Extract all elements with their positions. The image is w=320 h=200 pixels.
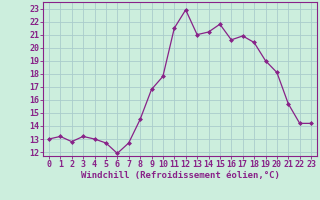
X-axis label: Windchill (Refroidissement éolien,°C): Windchill (Refroidissement éolien,°C) (81, 171, 279, 180)
